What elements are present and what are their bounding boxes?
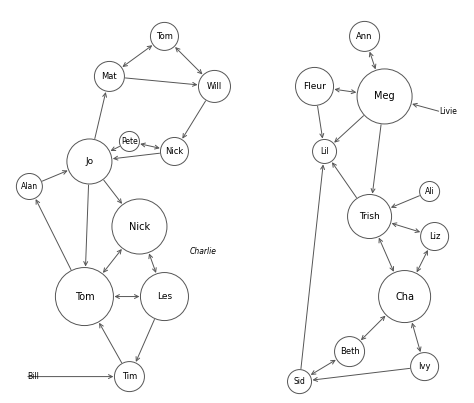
Text: Tom: Tom	[74, 291, 94, 301]
Circle shape	[335, 337, 365, 367]
Text: Will: Will	[207, 82, 222, 91]
Text: Jo: Jo	[85, 157, 93, 166]
Text: Fleur: Fleur	[303, 82, 326, 91]
Text: Alan: Alan	[21, 182, 38, 191]
Circle shape	[55, 268, 113, 326]
Text: Bill: Bill	[27, 372, 39, 381]
Text: Trish: Trish	[359, 212, 380, 221]
Text: Livie: Livie	[439, 107, 457, 116]
Circle shape	[357, 69, 412, 124]
Text: Les: Les	[157, 292, 172, 301]
Circle shape	[379, 270, 430, 322]
Circle shape	[17, 173, 42, 199]
Circle shape	[161, 137, 189, 166]
Circle shape	[199, 71, 230, 102]
Circle shape	[419, 181, 439, 202]
Text: Ivy: Ivy	[419, 362, 431, 371]
Circle shape	[295, 67, 334, 106]
Circle shape	[347, 195, 392, 239]
Text: Beth: Beth	[340, 347, 359, 356]
Circle shape	[112, 199, 167, 254]
Circle shape	[420, 222, 448, 251]
Circle shape	[410, 353, 438, 380]
Text: Nick: Nick	[129, 222, 150, 231]
Circle shape	[312, 139, 337, 164]
Text: Lil: Lil	[320, 147, 329, 156]
Circle shape	[140, 272, 189, 320]
Text: Cha: Cha	[395, 291, 414, 301]
Text: Meg: Meg	[374, 91, 395, 102]
Circle shape	[119, 131, 139, 152]
Text: Tim: Tim	[122, 372, 137, 381]
Circle shape	[67, 139, 112, 184]
Text: Tom: Tom	[156, 32, 173, 41]
Circle shape	[150, 23, 179, 50]
Circle shape	[288, 370, 311, 394]
Text: Ann: Ann	[356, 32, 373, 41]
Circle shape	[114, 361, 145, 392]
Text: Sid: Sid	[293, 377, 305, 386]
Text: Liz: Liz	[429, 232, 440, 241]
Circle shape	[349, 21, 380, 52]
Text: Charlie: Charlie	[190, 247, 217, 256]
Text: Pete: Pete	[121, 137, 138, 146]
Text: Nick: Nick	[165, 147, 183, 156]
Circle shape	[94, 61, 125, 91]
Text: Mat: Mat	[101, 72, 117, 81]
Text: Ali: Ali	[425, 187, 435, 196]
